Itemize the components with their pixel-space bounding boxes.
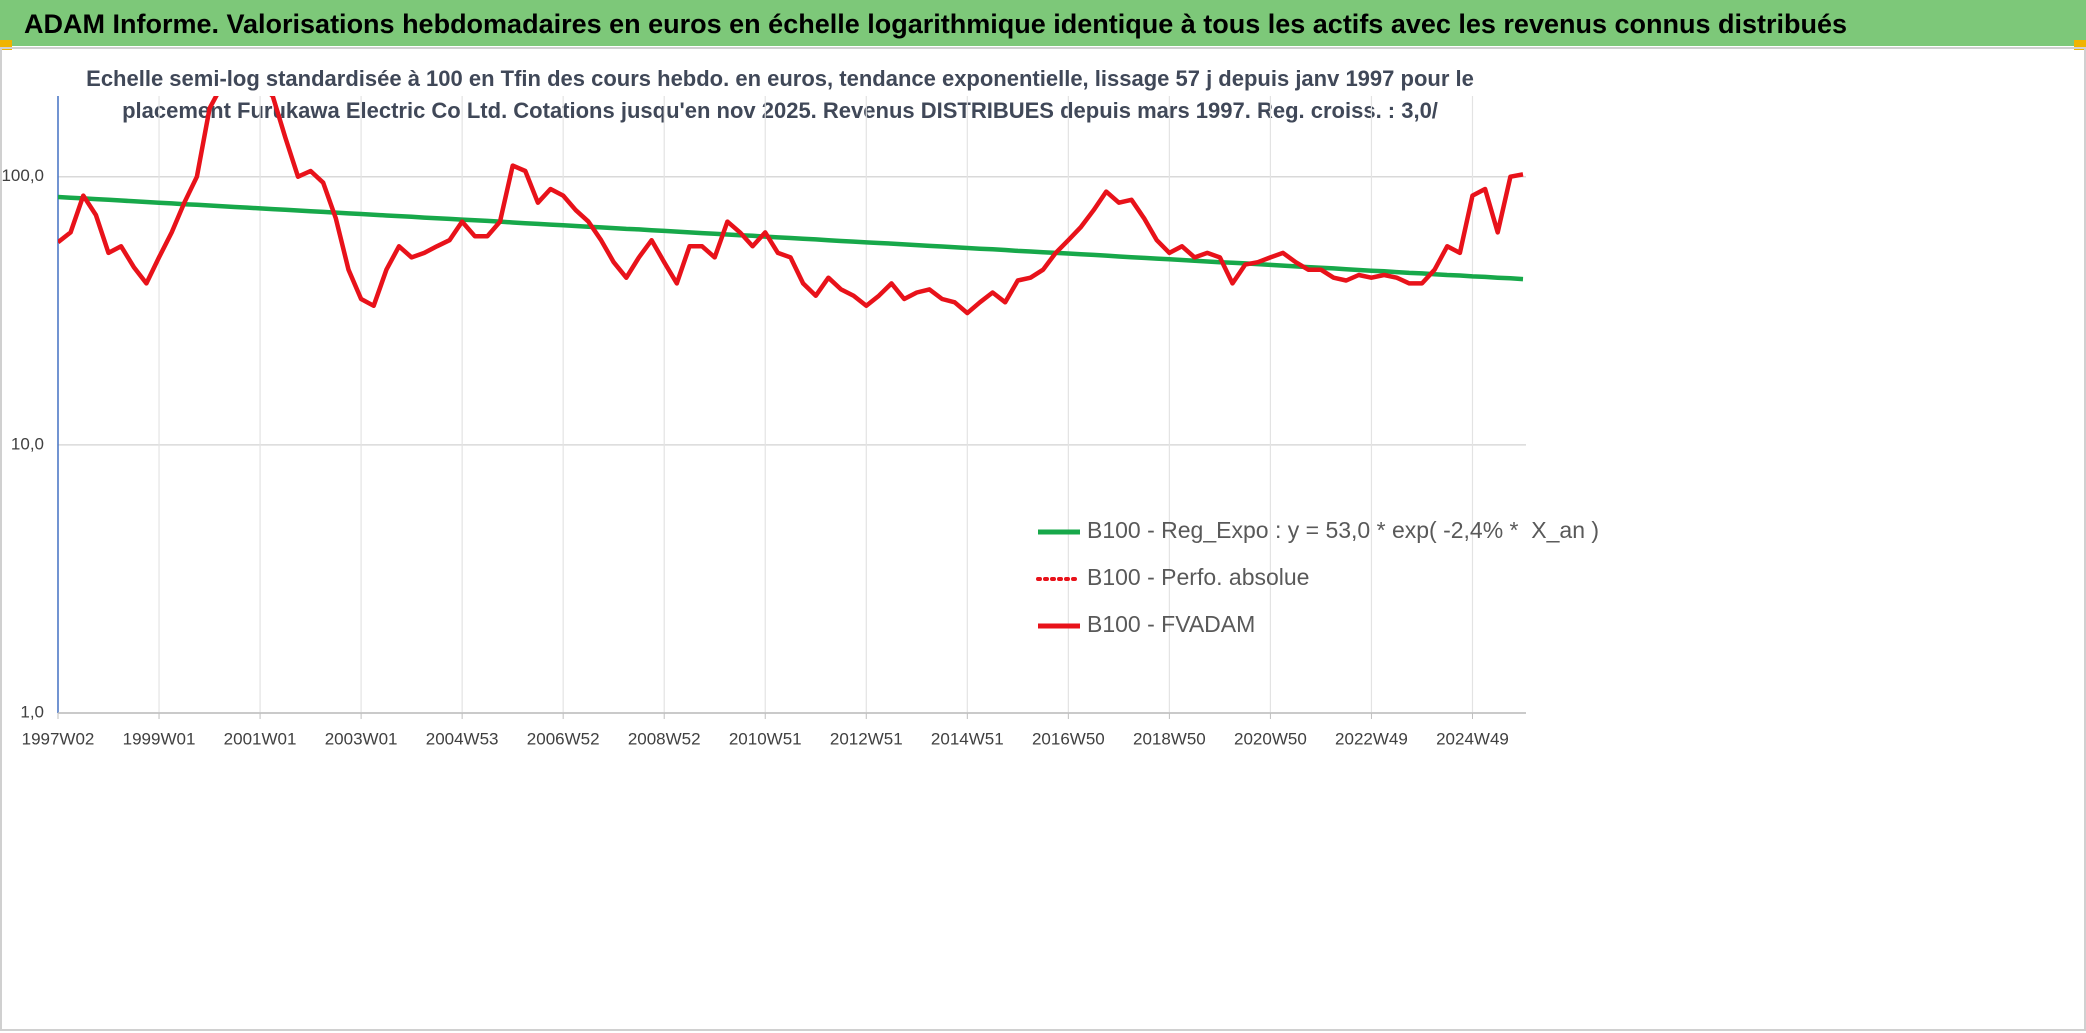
x-tick-label: 2014W51: [931, 729, 1004, 748]
x-tick-label: 2010W51: [729, 729, 802, 748]
x-tick-label: 1999W01: [123, 729, 196, 748]
title-banner: [0, 0, 2086, 46]
corner-marker: [0, 40, 12, 50]
corner-marker: [2074, 40, 2086, 50]
x-tick-label: 2024W49: [1436, 729, 1509, 748]
x-tick-label: 2001W01: [224, 729, 297, 748]
legend-label: B100 - FVADAM: [1087, 611, 1255, 637]
x-tick-label: 2020W50: [1234, 729, 1307, 748]
x-tick-label: 1997W02: [22, 729, 95, 748]
y-tick-label: 10,0: [11, 434, 44, 453]
x-tick-label: 2022W49: [1335, 729, 1408, 748]
plot-area: [58, 96, 1524, 316]
legend-label: B100 - Perfo. absolue: [1087, 564, 1309, 590]
series-line: [58, 96, 1524, 316]
x-tick-label: 2012W51: [830, 729, 903, 748]
x-tick-label: 2016W50: [1032, 729, 1105, 748]
x-tick-label: 2006W52: [527, 729, 600, 748]
x-tick-label: 2003W01: [325, 729, 398, 748]
y-tick-label: 100,0: [1, 166, 44, 185]
chart-frame: [0, 47, 2086, 1031]
chart-subtitle: placement Furukawa Electric Co Ltd. Cota…: [122, 98, 1438, 123]
chart-subtitle: Echelle semi-log standardisée à 100 en T…: [86, 66, 1474, 91]
y-tick-label: 1,0: [20, 702, 44, 721]
x-tick-label: 2004W53: [426, 729, 499, 748]
x-tick-label: 2008W52: [628, 729, 701, 748]
chart-title: ADAM Informe. Valorisations hebdomadaire…: [24, 9, 1847, 39]
legend-label: B100 - Reg_Expo : y = 53,0 * exp( -2,4% …: [1087, 517, 1599, 543]
series-line: [58, 194, 1524, 282]
x-tick-label: 2018W50: [1133, 729, 1206, 748]
